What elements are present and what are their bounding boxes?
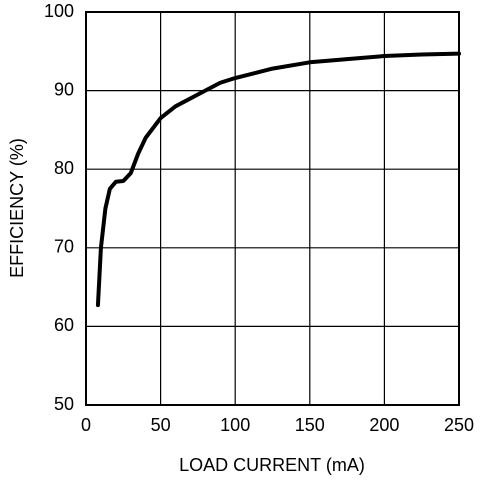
x-tick-label: 0: [81, 415, 91, 435]
x-axis-label: LOAD CURRENT (mA): [179, 455, 365, 475]
x-tick-label: 100: [220, 415, 250, 435]
y-tick-label: 60: [54, 315, 74, 335]
y-tick-label: 100: [44, 1, 74, 21]
y-tick-label: 90: [54, 79, 74, 99]
x-tick-label: 200: [369, 415, 399, 435]
y-tick-label: 50: [54, 394, 74, 414]
x-tick-label: 250: [444, 415, 474, 435]
series-line: [95, 51, 461, 308]
y-tick-label: 80: [54, 158, 74, 178]
y-tick-label: 70: [54, 237, 74, 257]
plot-frame: [85, 11, 460, 406]
y-axis-label: EFFICIENCY (%): [7, 138, 27, 278]
x-tick-label: 150: [295, 415, 325, 435]
x-tick-label: 50: [151, 415, 171, 435]
